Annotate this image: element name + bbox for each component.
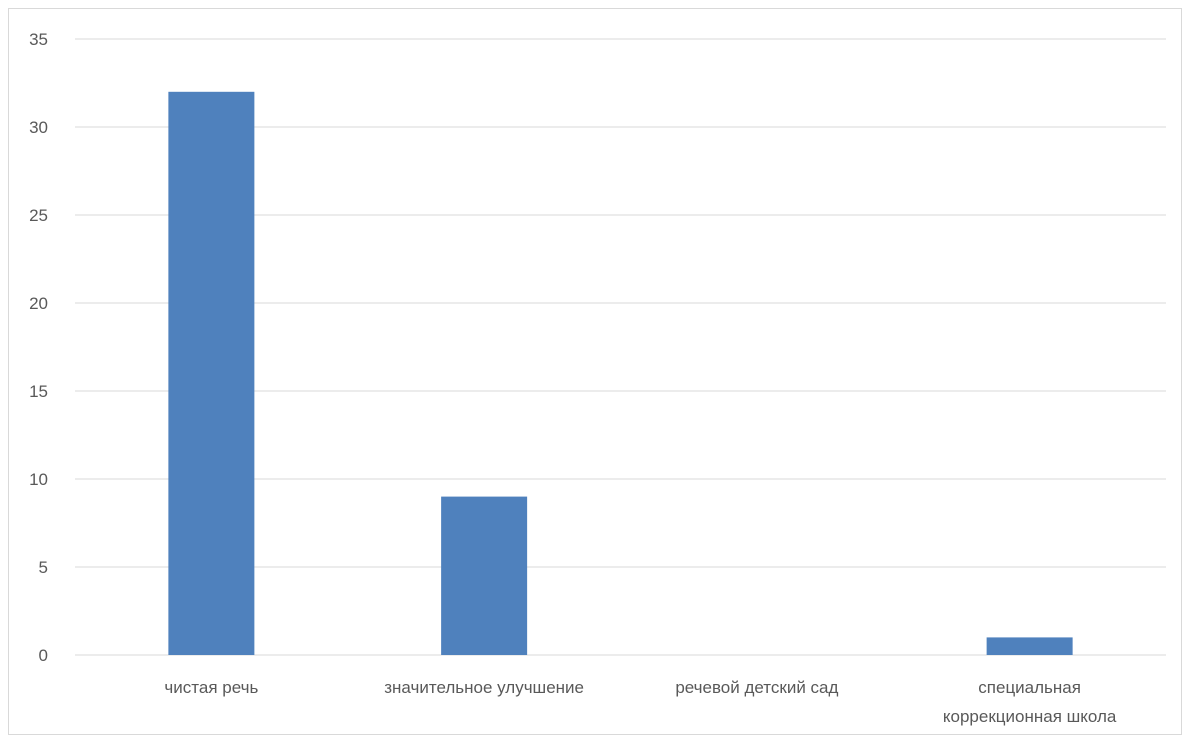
y-tick-label: 15 <box>29 382 48 401</box>
bars <box>168 91 1073 656</box>
x-category-label: чистая речь <box>164 678 258 697</box>
x-category-label: значительное улучшение <box>384 678 584 697</box>
y-tick-label: 20 <box>29 294 48 313</box>
x-category-label: речевой детский сад <box>675 678 838 697</box>
bar-1 <box>441 496 528 655</box>
y-axis-ticks: 0 5 10 15 20 25 30 35 <box>29 30 48 665</box>
y-tick-label: 0 <box>39 646 48 665</box>
y-tick-label: 25 <box>29 206 48 225</box>
y-tick-label: 5 <box>39 558 48 577</box>
bar-3 <box>986 637 1073 655</box>
x-category-label: специальная коррекционная школа <box>943 678 1117 726</box>
y-tick-label: 10 <box>29 470 48 489</box>
x-axis-labels: чистая речь значительное улучшение речевой… <box>164 678 1116 726</box>
y-tick-label: 30 <box>29 118 48 137</box>
bar-0 <box>168 91 255 656</box>
y-tick-label: 35 <box>29 30 48 49</box>
gridlines <box>75 38 1166 656</box>
